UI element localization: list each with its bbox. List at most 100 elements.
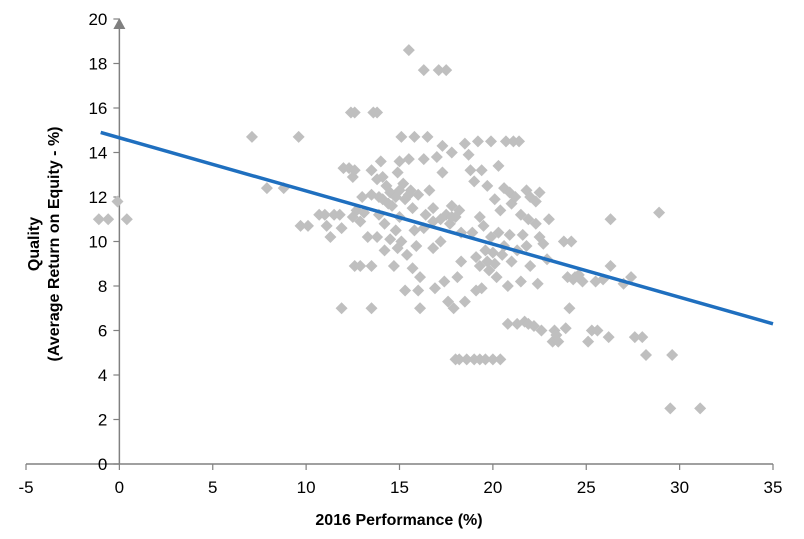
scatter-point (386, 199, 399, 212)
scatter-point (653, 206, 666, 219)
scatter-point (335, 222, 348, 235)
scatter-point (490, 271, 503, 284)
scatter-point (402, 44, 415, 57)
scatter-point (292, 130, 305, 143)
y-axis-title-line-1: Quality (26, 217, 43, 271)
scatter-point (602, 331, 615, 344)
scatter-point (430, 150, 443, 163)
scatter-point (414, 302, 427, 315)
x-tick-label: 35 (764, 478, 783, 497)
x-tick-label: 5 (208, 478, 217, 497)
scatter-point (434, 235, 447, 248)
scatter-point (473, 211, 486, 224)
scatter-point (428, 282, 441, 295)
scatter-point (664, 402, 677, 415)
y-tick-label: 4 (98, 366, 107, 385)
scatter-point (371, 231, 384, 244)
scatter-point (395, 235, 408, 248)
scatter-point (436, 166, 449, 179)
scatter-point (479, 353, 492, 366)
scatter-point (354, 259, 367, 272)
scatter-point (492, 159, 505, 172)
y-axis: 0 2 4 6 8 10 12 14 16 18 20 (88, 10, 126, 474)
scatter-point (374, 155, 387, 168)
scatter-point (485, 135, 498, 148)
x-tick-label: 25 (577, 478, 596, 497)
scatter-point (499, 135, 512, 148)
y-tick-label: 8 (98, 277, 107, 296)
scatter-point (354, 215, 367, 228)
scatter-point (399, 284, 412, 297)
scatter-point (417, 153, 430, 166)
scatter-point (468, 175, 481, 188)
scatter-point (438, 275, 451, 288)
scatter-point (529, 217, 542, 230)
scatter-point (559, 322, 572, 335)
scatter-point (348, 164, 361, 177)
scatter-point (442, 295, 455, 308)
y-axis-title-line-2: (Average Return on Equity - %) (46, 127, 63, 362)
scatter-point (531, 277, 544, 290)
scatter-point (640, 348, 653, 361)
scatter-point (410, 239, 423, 252)
scatter-point (501, 280, 514, 292)
scatter-point (445, 146, 458, 159)
scatter-point (111, 195, 124, 208)
y-tick-label: 12 (88, 188, 107, 207)
scatter-point (432, 64, 445, 77)
y-tick-label: 20 (88, 10, 107, 29)
scatter-point (414, 271, 427, 284)
scatter-point (494, 353, 507, 366)
scatter-point (92, 213, 105, 226)
scatter-point (389, 224, 402, 237)
scatter-point (365, 302, 378, 315)
scatter-point (501, 317, 514, 330)
y-axis-title: Quality (Average Return on Equity - %) (26, 127, 63, 362)
scatter-point (320, 219, 333, 232)
y-tick-label: 18 (88, 55, 107, 74)
scatter-point (458, 295, 471, 308)
scatter-point (120, 213, 133, 226)
scatter-point (520, 239, 533, 252)
scatter-point (421, 130, 434, 143)
scatter-point (565, 235, 578, 248)
scatter-point (378, 244, 391, 257)
scatter-point (423, 184, 436, 197)
scatter-point (462, 148, 475, 161)
scatter-point (427, 242, 440, 255)
scatter-point (324, 231, 337, 244)
scatter-point (419, 208, 432, 221)
scatter-point (496, 248, 509, 261)
scatter-point (471, 135, 484, 148)
scatter-point (391, 166, 404, 179)
scatter-point (384, 233, 397, 246)
scatter-point (260, 182, 273, 195)
scatter-point (455, 255, 468, 268)
scatter-point (447, 302, 460, 315)
scatter-point (666, 348, 679, 361)
scatter-point (453, 204, 466, 217)
scatter-point (395, 130, 408, 143)
y-tick-label: 10 (88, 233, 107, 252)
scatter-point (475, 282, 488, 295)
scatter-point (348, 106, 361, 119)
scatter-point (400, 248, 413, 261)
scatter-point (529, 195, 542, 208)
scatter-point (486, 353, 499, 366)
scatter-point (408, 130, 421, 143)
scatter-point (483, 264, 496, 277)
scatter-point (694, 402, 707, 415)
scatter-point (488, 193, 501, 206)
scatter-point (451, 271, 464, 284)
scatter-point (460, 353, 473, 366)
y-tick-label: 0 (98, 455, 107, 474)
scatter-point (582, 335, 595, 348)
scatter-point (393, 155, 406, 168)
scatter-point (625, 271, 638, 284)
scatter-point (453, 353, 466, 366)
scatter-point (477, 219, 490, 232)
scatter-point (488, 257, 501, 270)
scatter-point (458, 137, 471, 150)
x-tick-label: 15 (390, 478, 409, 497)
